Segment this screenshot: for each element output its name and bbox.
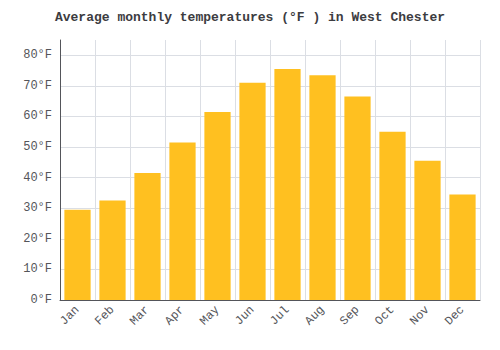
svg-text:80°F: 80°F <box>23 48 52 62</box>
svg-text:Mar: Mar <box>127 303 152 328</box>
svg-text:Aug: Aug <box>302 303 327 328</box>
svg-text:Sep: Sep <box>337 303 362 328</box>
svg-text:Apr: Apr <box>162 303 187 328</box>
svg-text:70°F: 70°F <box>23 79 52 93</box>
svg-text:Feb: Feb <box>92 303 117 328</box>
svg-text:50°F: 50°F <box>23 140 52 154</box>
svg-text:Dec: Dec <box>442 303 467 328</box>
svg-text:Jul: Jul <box>267 303 292 328</box>
svg-text:Jun: Jun <box>232 303 257 328</box>
svg-text:20°F: 20°F <box>23 232 52 246</box>
svg-text:0°F: 0°F <box>30 293 52 307</box>
svg-text:Jan: Jan <box>57 303 82 328</box>
svg-text:10°F: 10°F <box>23 262 52 276</box>
svg-text:Average monthly temperatures (: Average monthly temperatures (°F ) in We… <box>55 10 445 25</box>
svg-text:30°F: 30°F <box>23 201 52 215</box>
svg-text:May: May <box>197 303 222 328</box>
svg-text:Nov: Nov <box>407 303 432 328</box>
svg-text:60°F: 60°F <box>23 109 52 123</box>
svg-text:Oct: Oct <box>372 303 397 328</box>
svg-text:40°F: 40°F <box>23 171 52 185</box>
